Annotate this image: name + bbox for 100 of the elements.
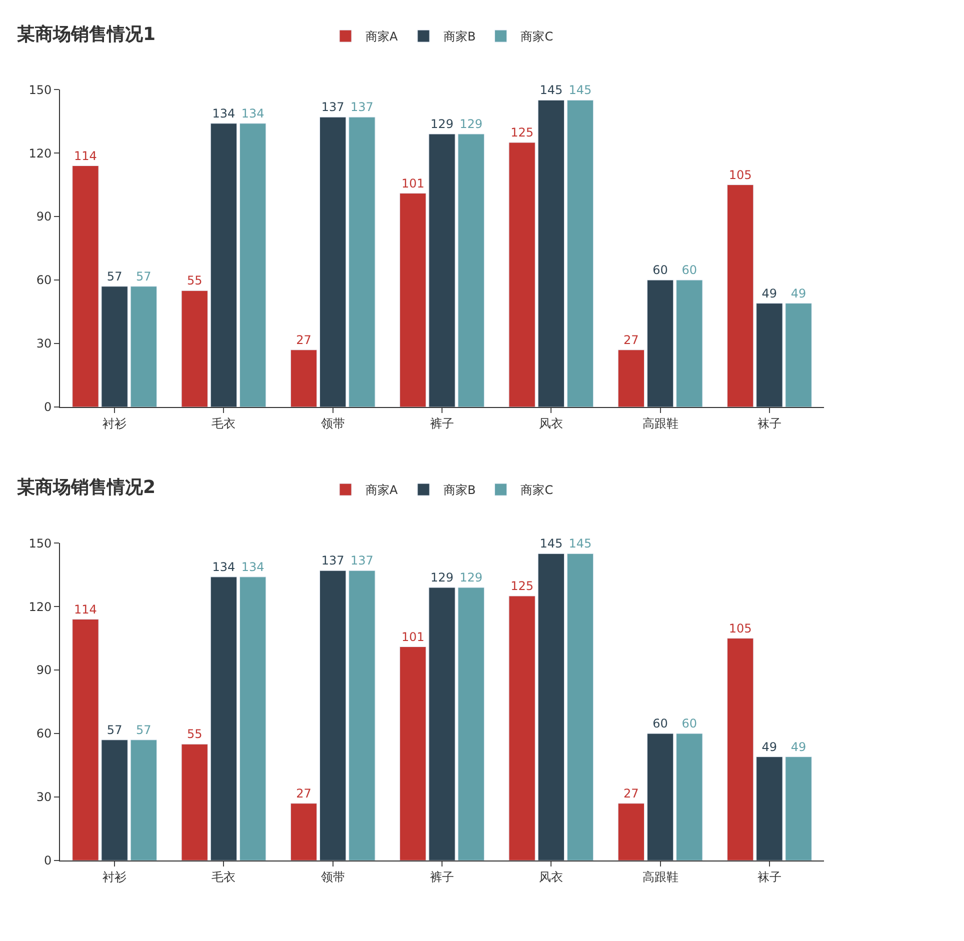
data-label: 105 xyxy=(728,621,752,636)
data-label: 57 xyxy=(136,722,152,737)
y-tick-label: 120 xyxy=(28,146,52,160)
y-tick-label: 30 xyxy=(36,790,52,804)
bar xyxy=(508,596,536,861)
x-tick-label: 毛衣 xyxy=(212,416,236,430)
data-label: 49 xyxy=(790,286,806,300)
data-label: 55 xyxy=(186,727,202,742)
data-label: 60 xyxy=(652,716,668,731)
data-label: 129 xyxy=(430,570,454,584)
bar xyxy=(130,740,158,861)
data-label: 49 xyxy=(762,286,778,300)
bar xyxy=(210,123,238,408)
bar xyxy=(181,290,208,408)
data-label: 134 xyxy=(241,106,264,120)
bar xyxy=(348,116,376,408)
bar xyxy=(181,744,208,861)
data-label: 114 xyxy=(74,602,97,616)
bar xyxy=(508,142,536,408)
x-tick-label: 袜子 xyxy=(757,870,782,884)
bar xyxy=(785,756,812,861)
data-label: 134 xyxy=(212,106,236,120)
legend-label: 商家C xyxy=(520,483,554,498)
bar xyxy=(618,350,645,408)
x-tick-label: 领带 xyxy=(320,416,345,430)
data-label: 57 xyxy=(106,722,122,737)
x-tick-label: 衬衫 xyxy=(102,416,127,430)
bar xyxy=(72,166,99,408)
bar xyxy=(458,134,484,408)
y-tick-label: 120 xyxy=(28,600,52,614)
bar xyxy=(618,803,645,861)
data-label: 137 xyxy=(321,554,344,568)
data-label: 145 xyxy=(540,83,563,98)
x-tick-label: 高跟鞋 xyxy=(642,870,678,884)
bar xyxy=(320,116,346,408)
bar xyxy=(239,123,266,408)
y-tick-label: 0 xyxy=(44,854,52,868)
bar xyxy=(538,100,564,408)
bar xyxy=(756,303,783,408)
data-label: 55 xyxy=(186,274,202,288)
y-tick-label: 90 xyxy=(36,663,52,678)
data-label: 27 xyxy=(296,786,312,800)
data-label: 49 xyxy=(790,740,806,754)
data-label: 101 xyxy=(401,630,424,644)
y-tick-label: 150 xyxy=(28,536,52,550)
data-label: 134 xyxy=(241,560,264,574)
bar xyxy=(320,570,346,861)
bar xyxy=(101,286,128,408)
bar xyxy=(348,570,376,861)
data-label: 137 xyxy=(321,100,344,114)
x-tick-label: 风衣 xyxy=(539,870,564,884)
data-label: 27 xyxy=(624,786,639,800)
y-tick-label: 0 xyxy=(44,400,52,414)
bar xyxy=(290,803,318,861)
bar xyxy=(538,553,564,861)
bar xyxy=(210,576,238,861)
y-tick-label: 150 xyxy=(28,82,52,97)
y-tick-label: 90 xyxy=(36,210,52,224)
bar xyxy=(428,587,456,861)
bar xyxy=(400,193,426,408)
x-tick-label: 袜子 xyxy=(757,416,782,430)
x-tick-label: 衬衫 xyxy=(102,870,127,884)
bar xyxy=(239,576,266,861)
data-label: 145 xyxy=(568,536,592,551)
bar xyxy=(726,184,754,408)
data-label: 57 xyxy=(136,269,152,284)
bar xyxy=(646,733,674,861)
data-label: 27 xyxy=(296,332,312,347)
data-label: 134 xyxy=(212,560,236,574)
legend-label: 商家C xyxy=(520,30,554,44)
data-label: 101 xyxy=(401,176,424,190)
x-tick-label: 风衣 xyxy=(539,416,564,430)
bar xyxy=(458,587,484,861)
data-label: 114 xyxy=(74,148,97,163)
chart-title: 某商场销售情况2 xyxy=(16,477,156,498)
x-tick-label: 裤子 xyxy=(430,416,454,430)
data-label: 105 xyxy=(728,168,752,182)
bar xyxy=(726,638,754,861)
data-label: 57 xyxy=(106,269,122,284)
data-label: 125 xyxy=(510,578,534,593)
bar xyxy=(566,553,594,861)
data-label: 129 xyxy=(430,117,454,131)
bar xyxy=(72,619,99,861)
chart-title: 某商场销售情况1 xyxy=(16,24,156,45)
legend-label: 商家A xyxy=(366,483,398,498)
bar xyxy=(101,740,128,861)
legend-label: 商家A xyxy=(366,30,398,44)
data-label: 129 xyxy=(460,117,483,131)
x-tick-label: 领带 xyxy=(320,870,345,884)
x-tick-label: 毛衣 xyxy=(212,870,236,884)
data-label: 145 xyxy=(568,83,592,98)
bar xyxy=(428,134,456,408)
data-label: 129 xyxy=(460,570,483,584)
data-label: 27 xyxy=(624,332,639,347)
bar xyxy=(290,350,318,408)
bar xyxy=(756,756,783,861)
data-label: 60 xyxy=(652,263,668,278)
bar xyxy=(676,280,703,408)
data-label: 137 xyxy=(350,100,374,114)
y-tick-label: 30 xyxy=(36,336,52,351)
